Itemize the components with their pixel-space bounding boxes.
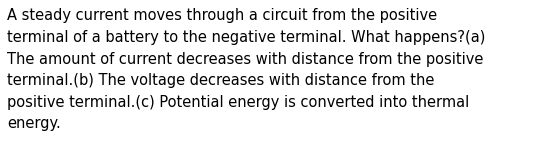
Text: A steady current moves through a circuit from the positive
terminal of a battery: A steady current moves through a circuit… [7, 8, 485, 131]
